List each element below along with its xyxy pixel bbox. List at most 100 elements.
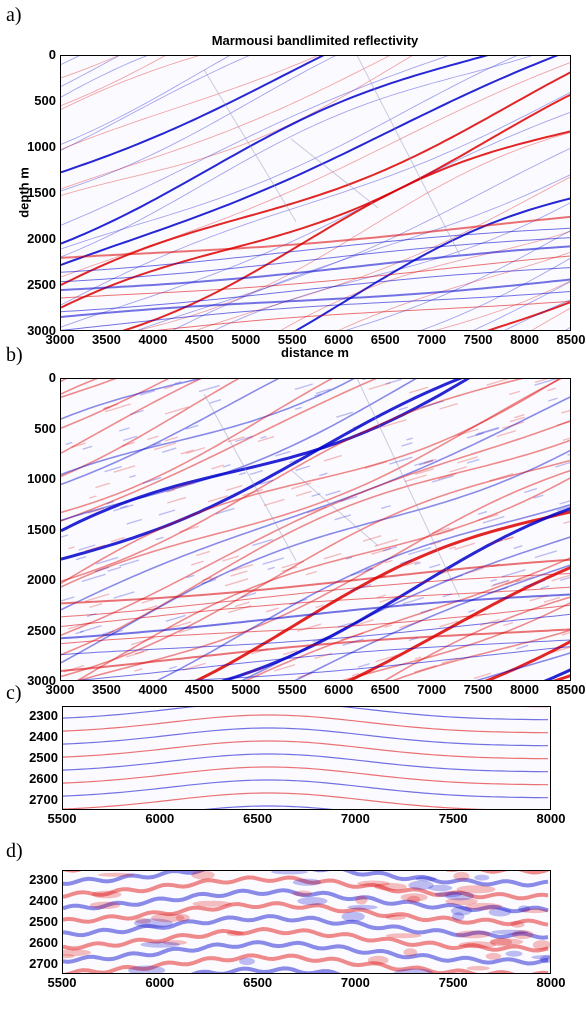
reflector-line	[203, 805, 334, 809]
seismic-image	[61, 56, 570, 330]
noise-blob	[367, 955, 389, 965]
panel-b-xtick: 7000	[417, 682, 447, 697]
panel-a-title: Marmousi bandlimited reflectivity	[211, 33, 419, 48]
reflector-line	[179, 525, 199, 533]
panel-a-xtick: 3500	[91, 332, 121, 347]
reflector-line	[63, 707, 548, 721]
reflector-line	[222, 555, 240, 562]
panel-a-letter: a)	[6, 4, 22, 26]
reflector-line	[250, 648, 269, 655]
reflector-line	[211, 464, 225, 470]
reflector-line	[439, 620, 459, 628]
noise-blob	[292, 878, 321, 886]
noise-blob	[128, 965, 166, 973]
reflector-line	[139, 390, 155, 396]
panel-b-ytick: 500	[34, 420, 56, 436]
panel-a-xtick: 4000	[138, 332, 168, 347]
noise-blob	[297, 897, 328, 906]
reflector-line	[562, 437, 570, 441]
reflector-line	[529, 594, 548, 602]
reflector-line	[61, 278, 570, 318]
panel-a-xtick: 7500	[463, 332, 493, 347]
noise-blob	[91, 890, 122, 899]
panel-a-ytick: 3000	[27, 323, 56, 338]
reflector-line	[71, 442, 86, 449]
reflector-line	[104, 465, 122, 473]
reflector-line	[235, 435, 253, 443]
reflector-line	[439, 402, 458, 410]
reflector-line	[63, 953, 549, 973]
reflector-line	[475, 652, 570, 680]
reflector-line	[420, 608, 433, 614]
panel-a-ytick: 500	[34, 93, 56, 108]
reflector-line	[513, 545, 523, 550]
reflector-line	[289, 598, 308, 606]
reflector-line	[209, 576, 218, 581]
reflector-line	[514, 413, 525, 419]
reflector-line	[313, 393, 322, 397]
noise-blob	[532, 940, 550, 950]
reflector-line	[61, 449, 570, 664]
reflector-line	[227, 436, 245, 443]
reflector-line	[340, 495, 358, 503]
panel-d-xtick: 8000	[536, 975, 566, 990]
reflector-line	[191, 560, 204, 566]
panel-d-xtick: 5500	[47, 975, 77, 990]
panel-b-ytick: 1000	[27, 471, 56, 486]
reflector-line	[134, 649, 149, 655]
reflector-line	[414, 656, 422, 660]
reflector-line	[447, 624, 456, 629]
reflector-line	[220, 507, 570, 680]
reflector-line	[503, 621, 514, 627]
reflector-line	[85, 593, 110, 602]
reflector-line	[430, 540, 442, 546]
reflector-line	[534, 550, 558, 559]
reflector-line	[119, 505, 128, 509]
reflector-line	[79, 625, 102, 633]
reflector-line	[449, 546, 457, 550]
reflector-line	[454, 542, 476, 551]
reflector-line	[111, 629, 124, 635]
reflector-line	[129, 474, 136, 478]
panel-c-xtick: 7000	[340, 811, 370, 826]
reflector-line	[185, 447, 206, 455]
reflector-line	[82, 445, 93, 450]
reflector-line	[141, 598, 154, 604]
reflector-line	[408, 546, 432, 556]
reflector-line	[63, 914, 549, 940]
reflector-line	[355, 619, 374, 626]
reflector-line	[522, 579, 546, 588]
reflector-line	[141, 605, 158, 612]
reflector-line	[560, 576, 570, 581]
reflector-line	[440, 569, 454, 575]
reflector-line	[265, 607, 279, 613]
reflector-line	[404, 474, 428, 483]
reflector-line	[382, 546, 398, 552]
reflector-line	[492, 579, 510, 586]
panel-a-xlabel: distance m	[281, 345, 349, 360]
reflector-line	[443, 574, 464, 582]
reflector-line	[61, 420, 570, 636]
reflector-line	[345, 556, 353, 560]
reflector-line	[94, 566, 110, 573]
reflector-line	[107, 566, 122, 572]
panel-a-xtick: 6500	[370, 332, 400, 347]
reflector-line	[122, 130, 570, 330]
reflector-line	[267, 566, 275, 571]
panel-b-xtick: 3000	[45, 682, 75, 697]
reflector-line	[61, 56, 518, 250]
noise-blob	[450, 906, 472, 916]
noise-blob	[466, 965, 490, 971]
reflector-line	[375, 654, 397, 663]
reflector-line	[87, 507, 105, 514]
reflector-line	[202, 576, 212, 581]
noise-blob	[455, 930, 491, 939]
panel-c-ytick: 2700	[29, 791, 58, 807]
reflector-line	[61, 71, 570, 286]
reflector-line	[209, 399, 222, 404]
reflector-line	[61, 396, 570, 611]
reflector-line	[241, 592, 257, 598]
reflector-line	[547, 387, 556, 392]
reflector-line	[61, 56, 250, 151]
reflector-line	[75, 555, 87, 561]
